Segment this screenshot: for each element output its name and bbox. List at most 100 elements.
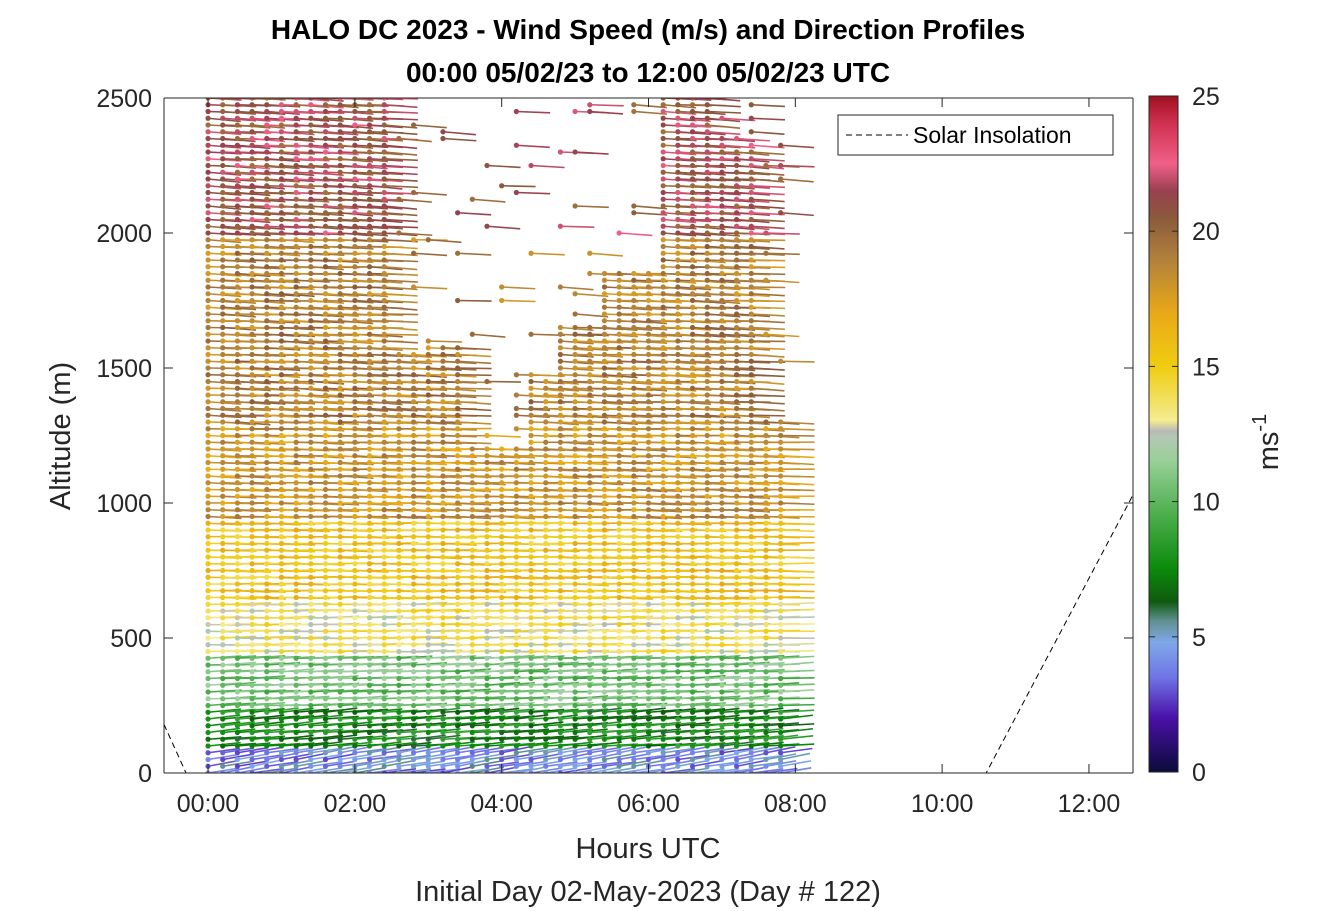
wind-barb-point	[234, 581, 241, 587]
wind-barb-point	[264, 304, 270, 310]
wind-barb-point	[601, 594, 608, 601]
wind-barb-point	[366, 736, 373, 742]
wind-barb-point	[528, 385, 534, 391]
wind-barb-point	[249, 486, 255, 493]
wind-barb-point	[220, 662, 226, 668]
wind-barb-point	[601, 345, 608, 351]
wind-barb-point	[234, 351, 241, 358]
wind-barb-point	[205, 162, 211, 169]
wind-barb-point	[220, 682, 226, 688]
wind-barb-point	[587, 358, 593, 364]
wind-barb-point	[381, 297, 387, 304]
wind-barb-point	[410, 567, 417, 574]
wind-barb-point	[440, 527, 446, 533]
wind-barb-point	[293, 311, 299, 317]
wind-barb-point	[308, 567, 314, 574]
wind-barb-point	[455, 486, 461, 493]
wind-barb-point	[293, 237, 299, 243]
wind-barb-point	[499, 736, 505, 742]
wind-barb-point	[352, 736, 358, 742]
wind-barb-point	[381, 696, 387, 702]
wind-barb-point	[557, 527, 564, 533]
wind-barb-shaft	[589, 110, 624, 115]
wind-barb-shaft	[237, 760, 269, 768]
wind-barb-point	[601, 419, 608, 425]
wind-barb-point	[440, 520, 446, 526]
wind-barb-point	[205, 196, 211, 202]
wind-barb-point	[337, 561, 343, 567]
wind-barb-point	[645, 338, 652, 344]
wind-barb-point	[469, 594, 475, 601]
wind-barb-point	[484, 473, 490, 479]
wind-barb-point	[278, 426, 285, 432]
wind-barb-point	[440, 675, 446, 682]
wind-barb-point	[308, 311, 314, 317]
wind-barb-point	[264, 675, 270, 682]
wind-barb-point	[322, 135, 329, 142]
wind-barb-point	[425, 716, 431, 722]
wind-barb-shaft	[472, 759, 503, 768]
wind-barb-point	[205, 419, 211, 425]
wind-barb-point	[410, 466, 417, 472]
wind-barb-point	[205, 669, 211, 675]
wind-barb-shaft	[442, 760, 474, 768]
wind-barb-point	[322, 189, 329, 196]
wind-barb-point	[205, 176, 211, 182]
wind-barb-point	[264, 365, 270, 371]
wind-barb-point	[572, 608, 578, 614]
wind-barb-point	[220, 756, 226, 763]
wind-barb-point	[631, 702, 637, 709]
wind-barb-point	[616, 426, 622, 432]
wind-barb-point	[601, 615, 608, 621]
wind-barb-point	[264, 399, 270, 405]
wind-barb-point	[352, 264, 358, 270]
wind-barb-point	[249, 264, 255, 270]
wind-barb-point	[264, 723, 270, 729]
wind-barb-point	[366, 588, 373, 594]
wind-barb-point	[293, 297, 299, 304]
wind-barb-point	[249, 473, 255, 479]
wind-barb-point	[352, 149, 358, 155]
wind-barb-point	[278, 345, 285, 351]
wind-barb-point	[264, 736, 270, 742]
wind-barb-point	[220, 567, 226, 574]
wind-barb-point	[234, 466, 241, 472]
wind-barb-point	[513, 743, 519, 749]
wind-barb-point	[557, 655, 564, 661]
wind-barb-point	[528, 716, 534, 722]
wind-barb-point	[322, 237, 329, 243]
wind-barb-point	[543, 709, 549, 715]
wind-barb-point	[249, 669, 255, 675]
wind-barb-point	[396, 608, 402, 614]
wind-barb-point	[352, 223, 358, 229]
wind-barb-point	[572, 358, 578, 364]
wind-barb-point	[234, 230, 241, 236]
wind-barb-point	[278, 540, 285, 547]
wind-barb-point	[278, 365, 285, 371]
wind-barb-point	[425, 648, 431, 655]
wind-barb-point	[234, 486, 241, 493]
wind-barb-point	[234, 237, 241, 243]
wind-barb-point	[337, 648, 343, 655]
wind-barb-point	[572, 453, 578, 459]
wind-barb-point	[455, 601, 461, 607]
wind-barb-point	[220, 412, 226, 418]
wind-barb-point	[308, 561, 314, 567]
wind-barb-point	[293, 142, 299, 148]
wind-barb-point	[631, 500, 637, 506]
wind-barb-point	[322, 608, 329, 614]
wind-barb-point	[352, 399, 358, 405]
wind-barb-point	[484, 689, 490, 695]
wind-barb-point	[205, 432, 211, 439]
wind-barb-point	[528, 507, 534, 513]
wind-barb-point	[425, 567, 431, 574]
wind-barb-point	[381, 237, 387, 243]
wind-barb-point	[278, 642, 285, 648]
wind-barb-point	[278, 480, 285, 486]
wind-barb-point	[587, 567, 593, 574]
wind-barb-point	[396, 405, 402, 412]
wind-barb-point	[264, 473, 270, 479]
wind-barb-point	[410, 513, 417, 520]
wind-barb-point	[337, 129, 343, 135]
wind-barb-point	[322, 588, 329, 594]
